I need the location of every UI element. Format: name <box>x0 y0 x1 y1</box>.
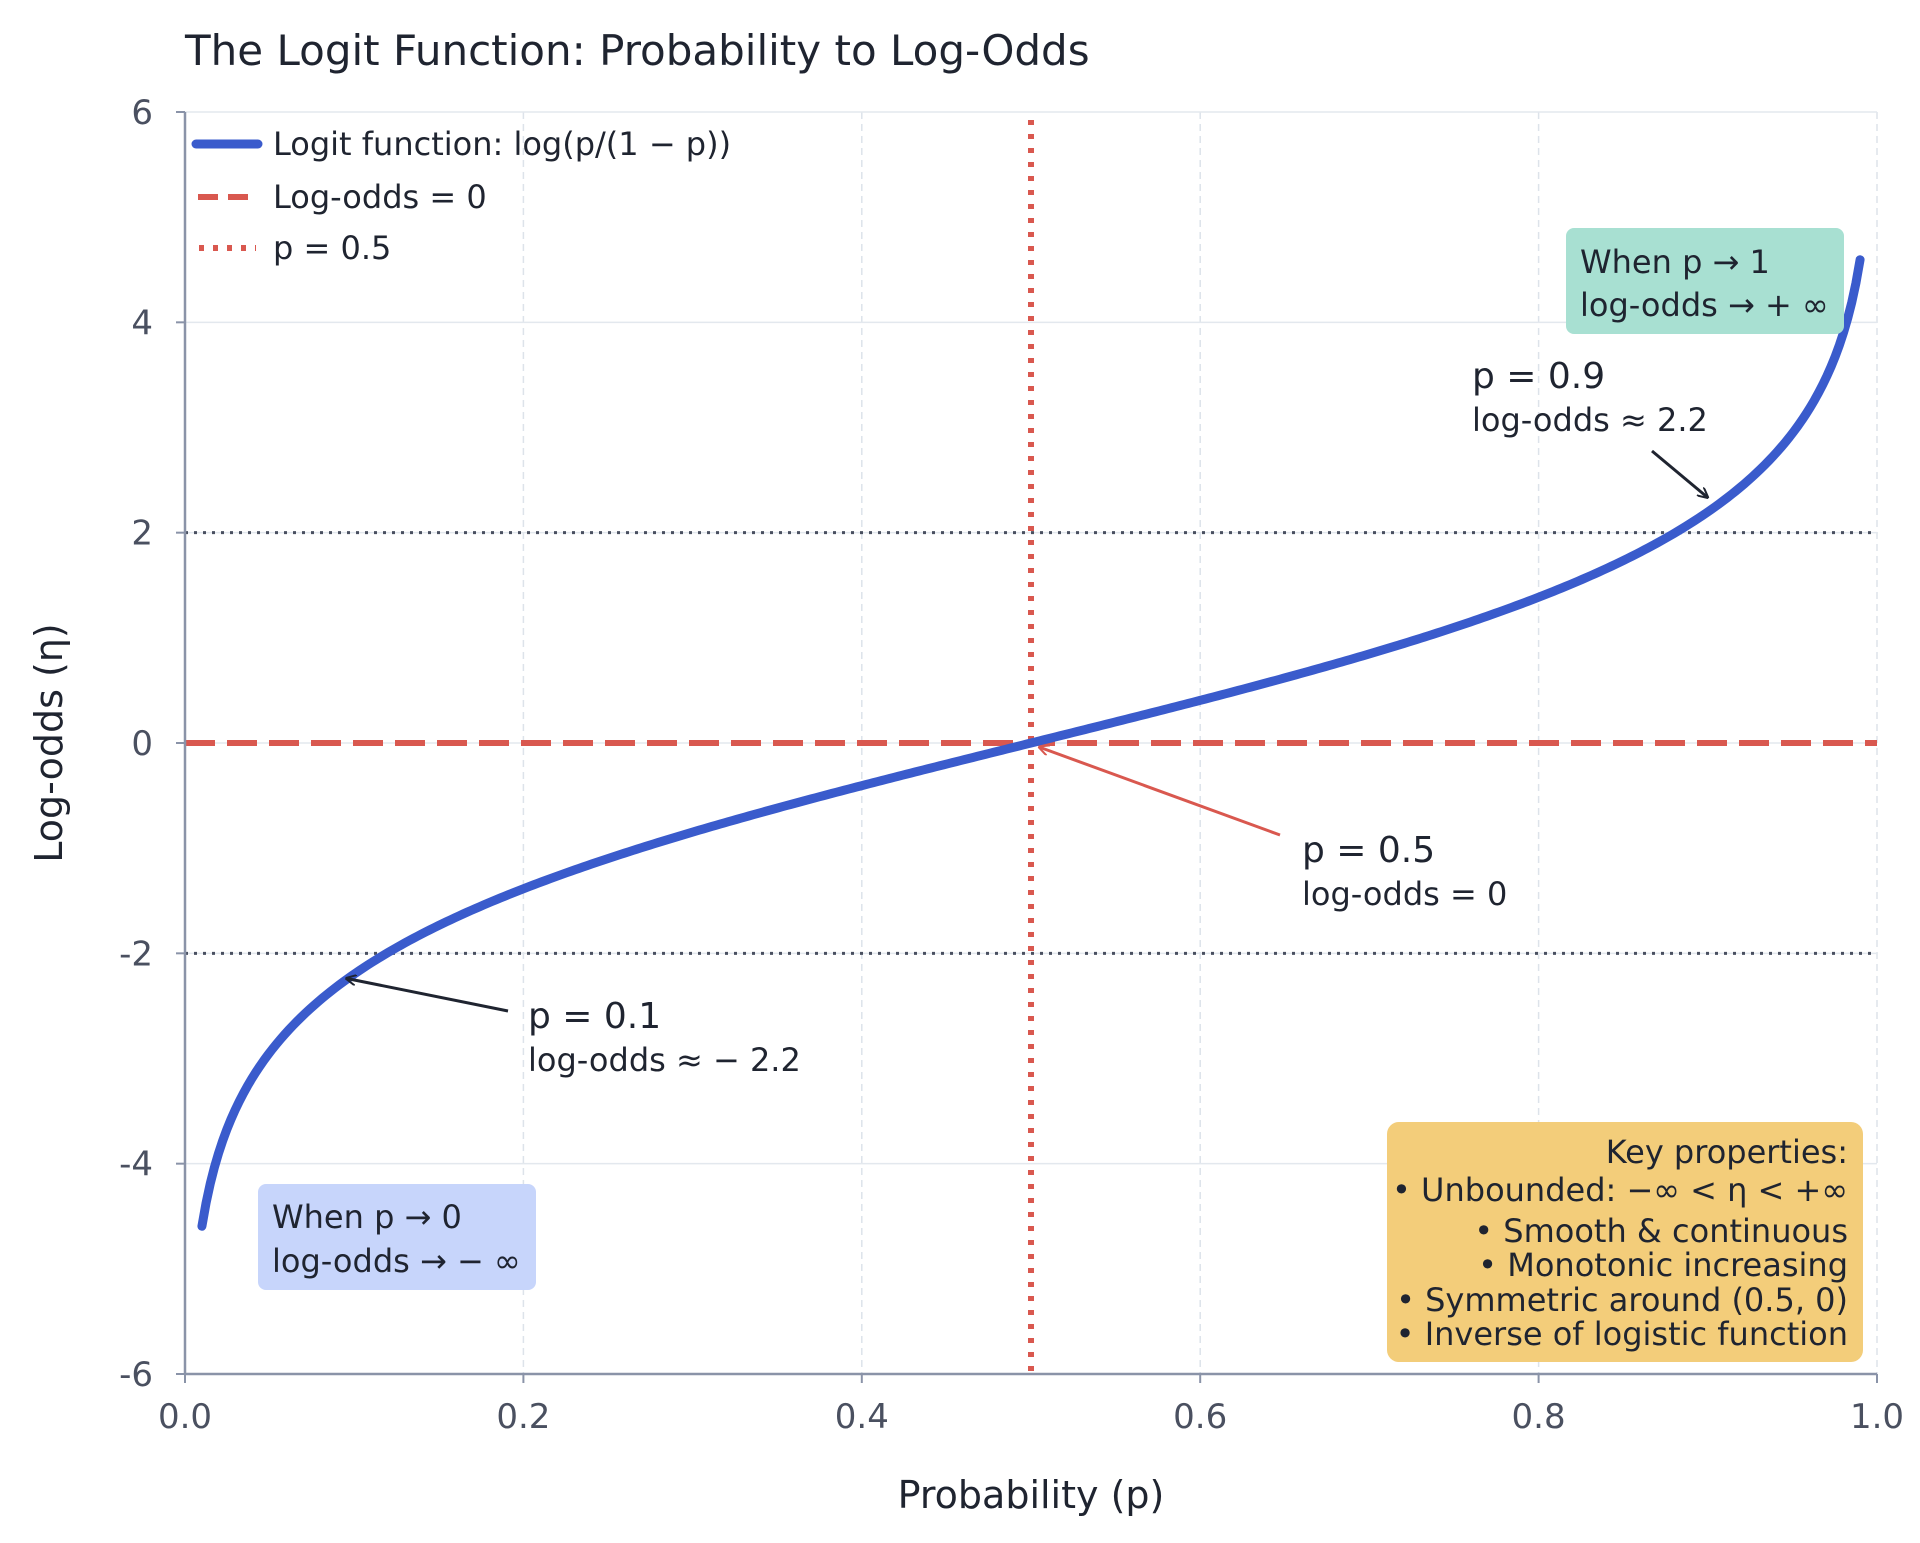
key-properties-item: • Inverse of logistic function <box>1396 1315 1848 1353</box>
legend: Logit function: log(p/(1 − p)) Log-odds … <box>191 125 731 267</box>
legend-label-p-half: p = 0.5 <box>273 229 391 267</box>
x-tick-label: 1.0 <box>1850 1397 1904 1437</box>
y-tick-label: 4 <box>131 303 153 343</box>
legend-label-logit: Logit function: log(p/(1 − p)) <box>273 125 731 163</box>
y-tick-label: -6 <box>119 1355 153 1395</box>
ticks: 0.0 0.2 0.4 0.6 0.8 1.0 -6 -4 -2 0 2 4 6 <box>119 93 1904 1437</box>
series <box>197 255 1865 1231</box>
key-properties-item: • Symmetric around (0.5, 0) <box>1396 1281 1848 1319</box>
key-properties-box: Key properties: • Unbounded: −∞ < η < +∞… <box>1387 1122 1863 1362</box>
y-tick-label: 0 <box>131 724 153 764</box>
annotations: p = 0.5 log-odds = 0 p = 0.9 log-odds ≈ 2.2… <box>346 356 1708 1079</box>
box-p-to-0: When p → 0 log-odds → − ∞ <box>258 1184 536 1290</box>
key-properties-title: Key properties: <box>1606 1133 1848 1171</box>
box-p-to-0-line2: log-odds → − ∞ <box>272 1242 521 1280</box>
annotation-label: p = 0.1 <box>528 996 661 1037</box>
annotation-arrow <box>346 978 509 1013</box>
box-p-to-0-background <box>258 1184 536 1290</box>
x-tick-label: 0.6 <box>1173 1397 1227 1437</box>
x-tick-label: 0.2 <box>496 1397 550 1437</box>
y-tick-label: -4 <box>119 1145 153 1185</box>
y-tick-label: 6 <box>131 93 153 133</box>
y-tick-label: 2 <box>131 514 153 554</box>
x-tick-label: 0.4 <box>835 1397 889 1437</box>
annotation-label: p = 0.5 <box>1302 830 1435 871</box>
key-properties-background <box>1387 1122 1863 1362</box>
box-p-to-0-line1: When p → 0 <box>272 1198 462 1236</box>
y-tick-label: -2 <box>119 934 153 974</box>
legend-label-log-odds-zero: Log-odds = 0 <box>273 178 487 216</box>
y-axis-label: Log-odds (η) <box>27 623 71 862</box>
x-tick-label: 0.0 <box>158 1397 212 1437</box>
annotation-sublabel: log-odds ≈ 2.2 <box>1472 401 1708 439</box>
box-p-to-1: When p → 1 log-odds → + ∞ <box>1566 228 1844 334</box>
box-p-to-1-line1: When p → 1 <box>1580 243 1770 281</box>
x-tick-label: 0.8 <box>1512 1397 1566 1437</box>
annotation-arrow <box>1651 449 1708 498</box>
x-axis-label: Probability (p) <box>898 1473 1165 1517</box>
key-properties-item: • Unbounded: −∞ < η < +∞ <box>1392 1171 1848 1209</box>
box-p-to-1-line2: log-odds → + ∞ <box>1580 286 1829 324</box>
annotation-arrow <box>1039 747 1281 837</box>
annotation-sublabel: log-odds ≈ − 2.2 <box>528 1041 801 1079</box>
logit-curve <box>197 255 1865 1231</box>
box-p-to-1-background <box>1566 228 1844 334</box>
chart-title: The Logit Function: Probability to Log-O… <box>184 26 1090 75</box>
key-properties-item: • Monotonic increasing <box>1478 1246 1848 1284</box>
key-properties-item: • Smooth & continuous <box>1474 1212 1848 1250</box>
annotation-label: p = 0.9 <box>1472 356 1605 397</box>
annotation-sublabel: log-odds = 0 <box>1302 875 1507 913</box>
